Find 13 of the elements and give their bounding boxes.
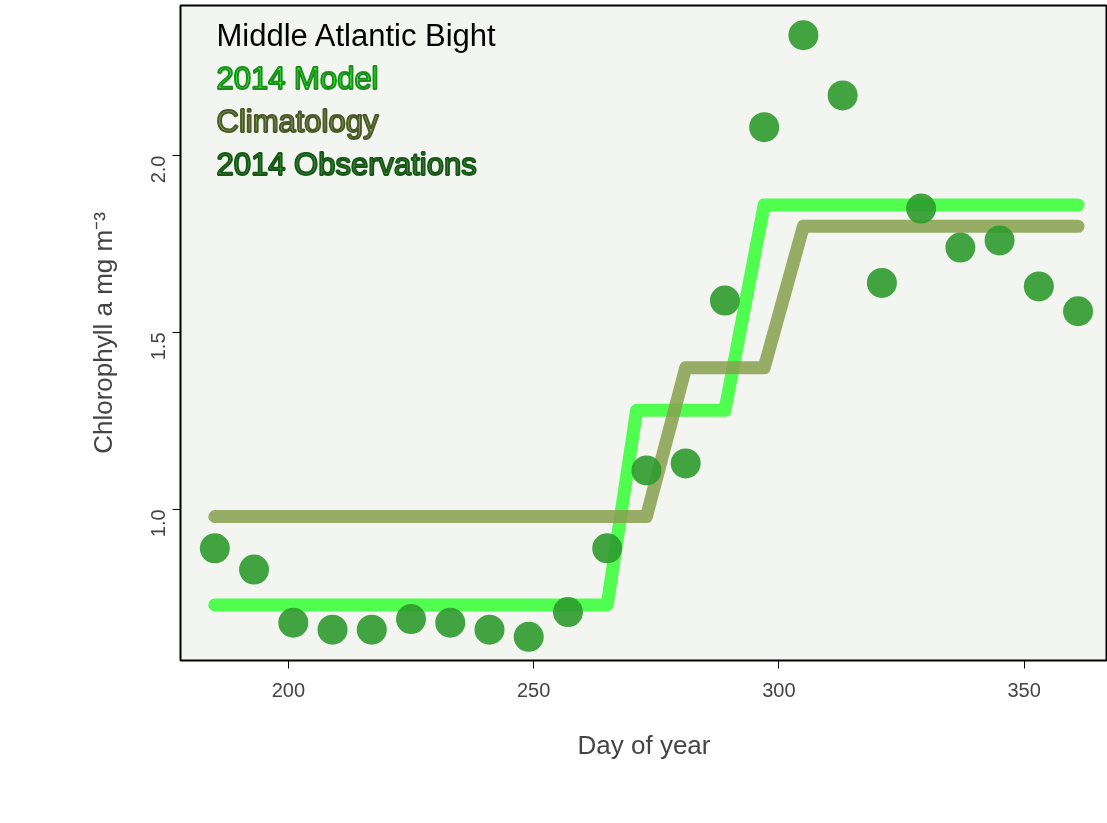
x-tick-label: 350 [1007, 678, 1041, 701]
y-tick-label: 1.5 [147, 332, 170, 361]
x-tick-label: 200 [271, 678, 306, 701]
text: Climatology [216, 103, 379, 139]
x-tick-label: 250 [516, 678, 551, 701]
y-tick-label: 1.0 [147, 509, 170, 538]
y-axis-title: Chlorophyll a mg m⁻³ [87, 211, 118, 454]
x-tick-label: 300 [762, 678, 796, 701]
x-axis-title: Day of year [577, 729, 711, 760]
text: 2014 Observations [216, 146, 477, 182]
y-tick-label: 2.0 [147, 155, 170, 184]
chart-title: Middle Atlantic Bight [216, 17, 497, 53]
text: 2014 Model [216, 60, 379, 96]
